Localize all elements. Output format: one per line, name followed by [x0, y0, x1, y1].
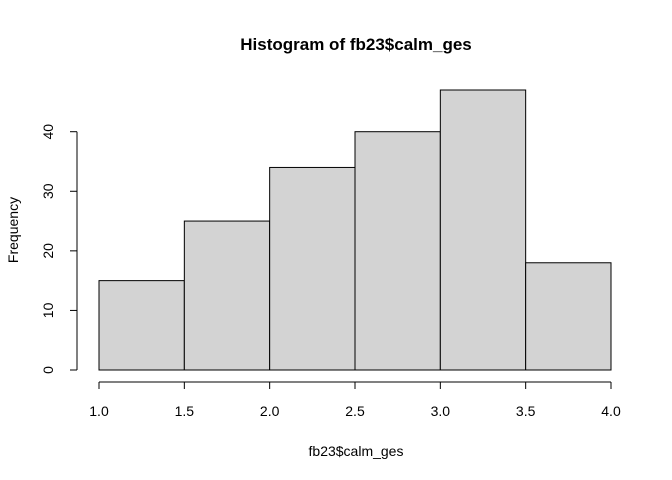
histogram-bar-5 [439, 89, 527, 371]
histogram-bar-4 [354, 131, 441, 371]
histogram-bar-2 [183, 220, 271, 371]
y-axis: 0 10 20 30 40 [40, 124, 78, 374]
x-tick-label-4: 2.5 [345, 403, 365, 419]
bars-group [98, 89, 612, 371]
histogram-bar-6 [525, 262, 612, 371]
y-tick-label-1: 0 [40, 366, 56, 374]
y-axis-label: Frequency [5, 197, 21, 263]
histogram-bar-1 [98, 280, 185, 371]
x-tick-label-2: 1.5 [175, 403, 195, 419]
x-tick-label-7: 4.0 [601, 403, 621, 419]
x-tick-label-6: 3.5 [516, 403, 536, 419]
y-tick-label-3: 20 [40, 243, 56, 259]
x-tick-label-5: 3.0 [431, 403, 451, 419]
y-tick-label-5: 40 [40, 124, 56, 140]
x-axis: 1.0 1.5 2.0 2.5 3.0 3.5 4.0 [89, 381, 621, 419]
x-axis-label: fb23$calm_ges [309, 443, 404, 459]
x-tick-label-1: 1.0 [89, 403, 109, 419]
chart-title: Histogram of fb23$calm_ges [240, 35, 471, 54]
y-tick-label-2: 10 [40, 302, 56, 318]
y-tick-label-4: 30 [40, 183, 56, 199]
x-tick-label-3: 2.0 [260, 403, 280, 419]
histogram-bar-3 [269, 166, 356, 371]
